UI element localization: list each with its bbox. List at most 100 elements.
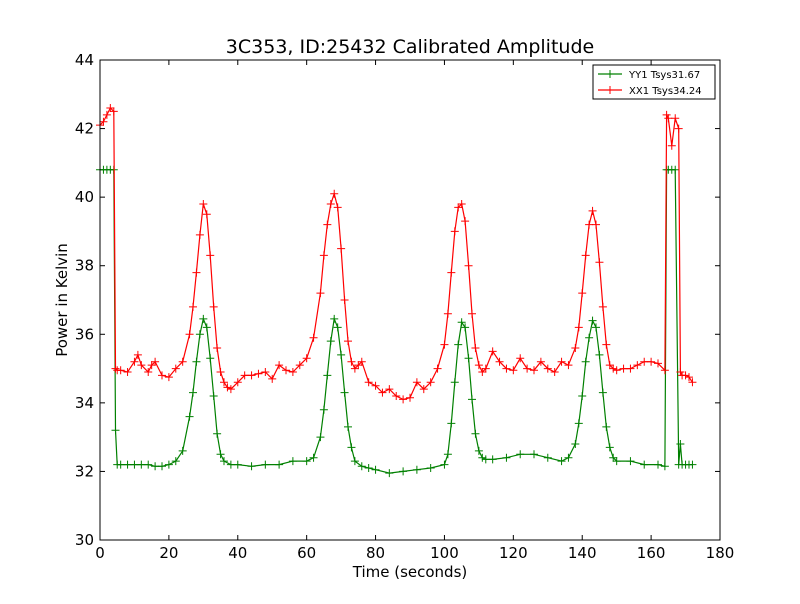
y-tick-label: 40 [75,188,94,206]
data-point [502,453,511,462]
data-point [371,381,380,390]
data-point [275,460,284,469]
data-point [685,373,693,382]
data-point [171,457,180,466]
data-point [357,462,366,471]
plot-frame [99,59,721,541]
data-point [333,203,342,212]
data-point [364,464,373,472]
data-point [323,220,332,229]
data-point [116,460,125,469]
data-point [578,392,587,400]
data-point [323,371,332,380]
data-point [288,368,297,376]
data-point [171,364,180,373]
data-point [282,366,290,375]
data-point [371,465,380,474]
data-point [530,450,538,459]
data-point [199,314,208,323]
data-point [261,368,270,376]
data-point [399,395,408,404]
data-point [598,302,607,311]
data-point [447,419,456,428]
plot-layer [96,104,697,478]
data-point [530,366,538,375]
data-point [502,364,511,373]
legend-items: YY1 Tsys31.67 XX1 Tsys34.24 [598,70,702,97]
data-point [233,460,242,469]
data-point [316,433,325,442]
data-point [364,378,373,387]
data-point [557,457,566,466]
y-tick-label: 44 [75,51,94,69]
legend: YY1 Tsys31.67 XX1 Tsys34.24 [592,64,716,100]
data-point [111,364,120,373]
data-point [585,333,594,342]
y-tick-label: 32 [75,462,94,480]
data-point [333,323,342,332]
data-point [209,392,218,400]
data-point [137,460,146,469]
data-point [337,244,346,253]
data-point [226,385,235,394]
data-point [209,302,218,311]
data-point [419,385,428,394]
legend-box [592,64,716,100]
data-point [195,330,204,339]
data-point [354,361,363,370]
data-point [326,337,335,346]
y-tick-label: 42 [75,120,94,138]
data-point [130,357,139,366]
data-point [144,460,153,469]
data-point [426,378,435,387]
data-point [233,378,242,387]
data-point [309,453,318,462]
x-tick-label: 120 [499,544,528,562]
data-point [609,453,618,462]
data-point [488,455,497,464]
x-tick-label: 160 [637,544,666,562]
data-point [247,462,256,471]
data-point [602,422,611,431]
data-point [178,357,187,366]
data-point [688,378,697,387]
data-point [671,165,680,174]
data-point [275,361,284,370]
data-point [433,364,442,373]
data-point [516,354,525,363]
data-point [412,378,421,387]
data-point [454,340,463,349]
data-point [481,455,490,464]
data-point [474,361,483,370]
data-point [640,357,649,366]
data-point [240,371,249,380]
data-point [450,227,459,236]
data-point [581,251,590,260]
data-point [189,388,197,397]
data-point [443,309,452,318]
data-point [123,460,132,469]
data-point [602,340,611,349]
data-point [688,460,697,469]
data-point [319,251,328,260]
data-point [195,230,204,239]
data-point [99,117,108,126]
data-point [588,206,597,215]
data-point [347,357,356,366]
data-point [220,457,228,466]
x-tick-label: 80 [366,544,385,562]
data-point [192,357,201,366]
data-point [330,314,339,323]
y-tick-label: 38 [75,257,94,275]
data-point [330,189,339,198]
data-point [536,357,545,366]
y-tick-label: 30 [75,531,94,549]
y-axis-label: Power in Kelvin [53,243,71,357]
data-point [151,462,160,471]
data-point [450,378,459,387]
data-point [426,464,435,472]
data-point [468,309,476,318]
legend-marker [606,86,614,94]
data-point [440,460,449,469]
